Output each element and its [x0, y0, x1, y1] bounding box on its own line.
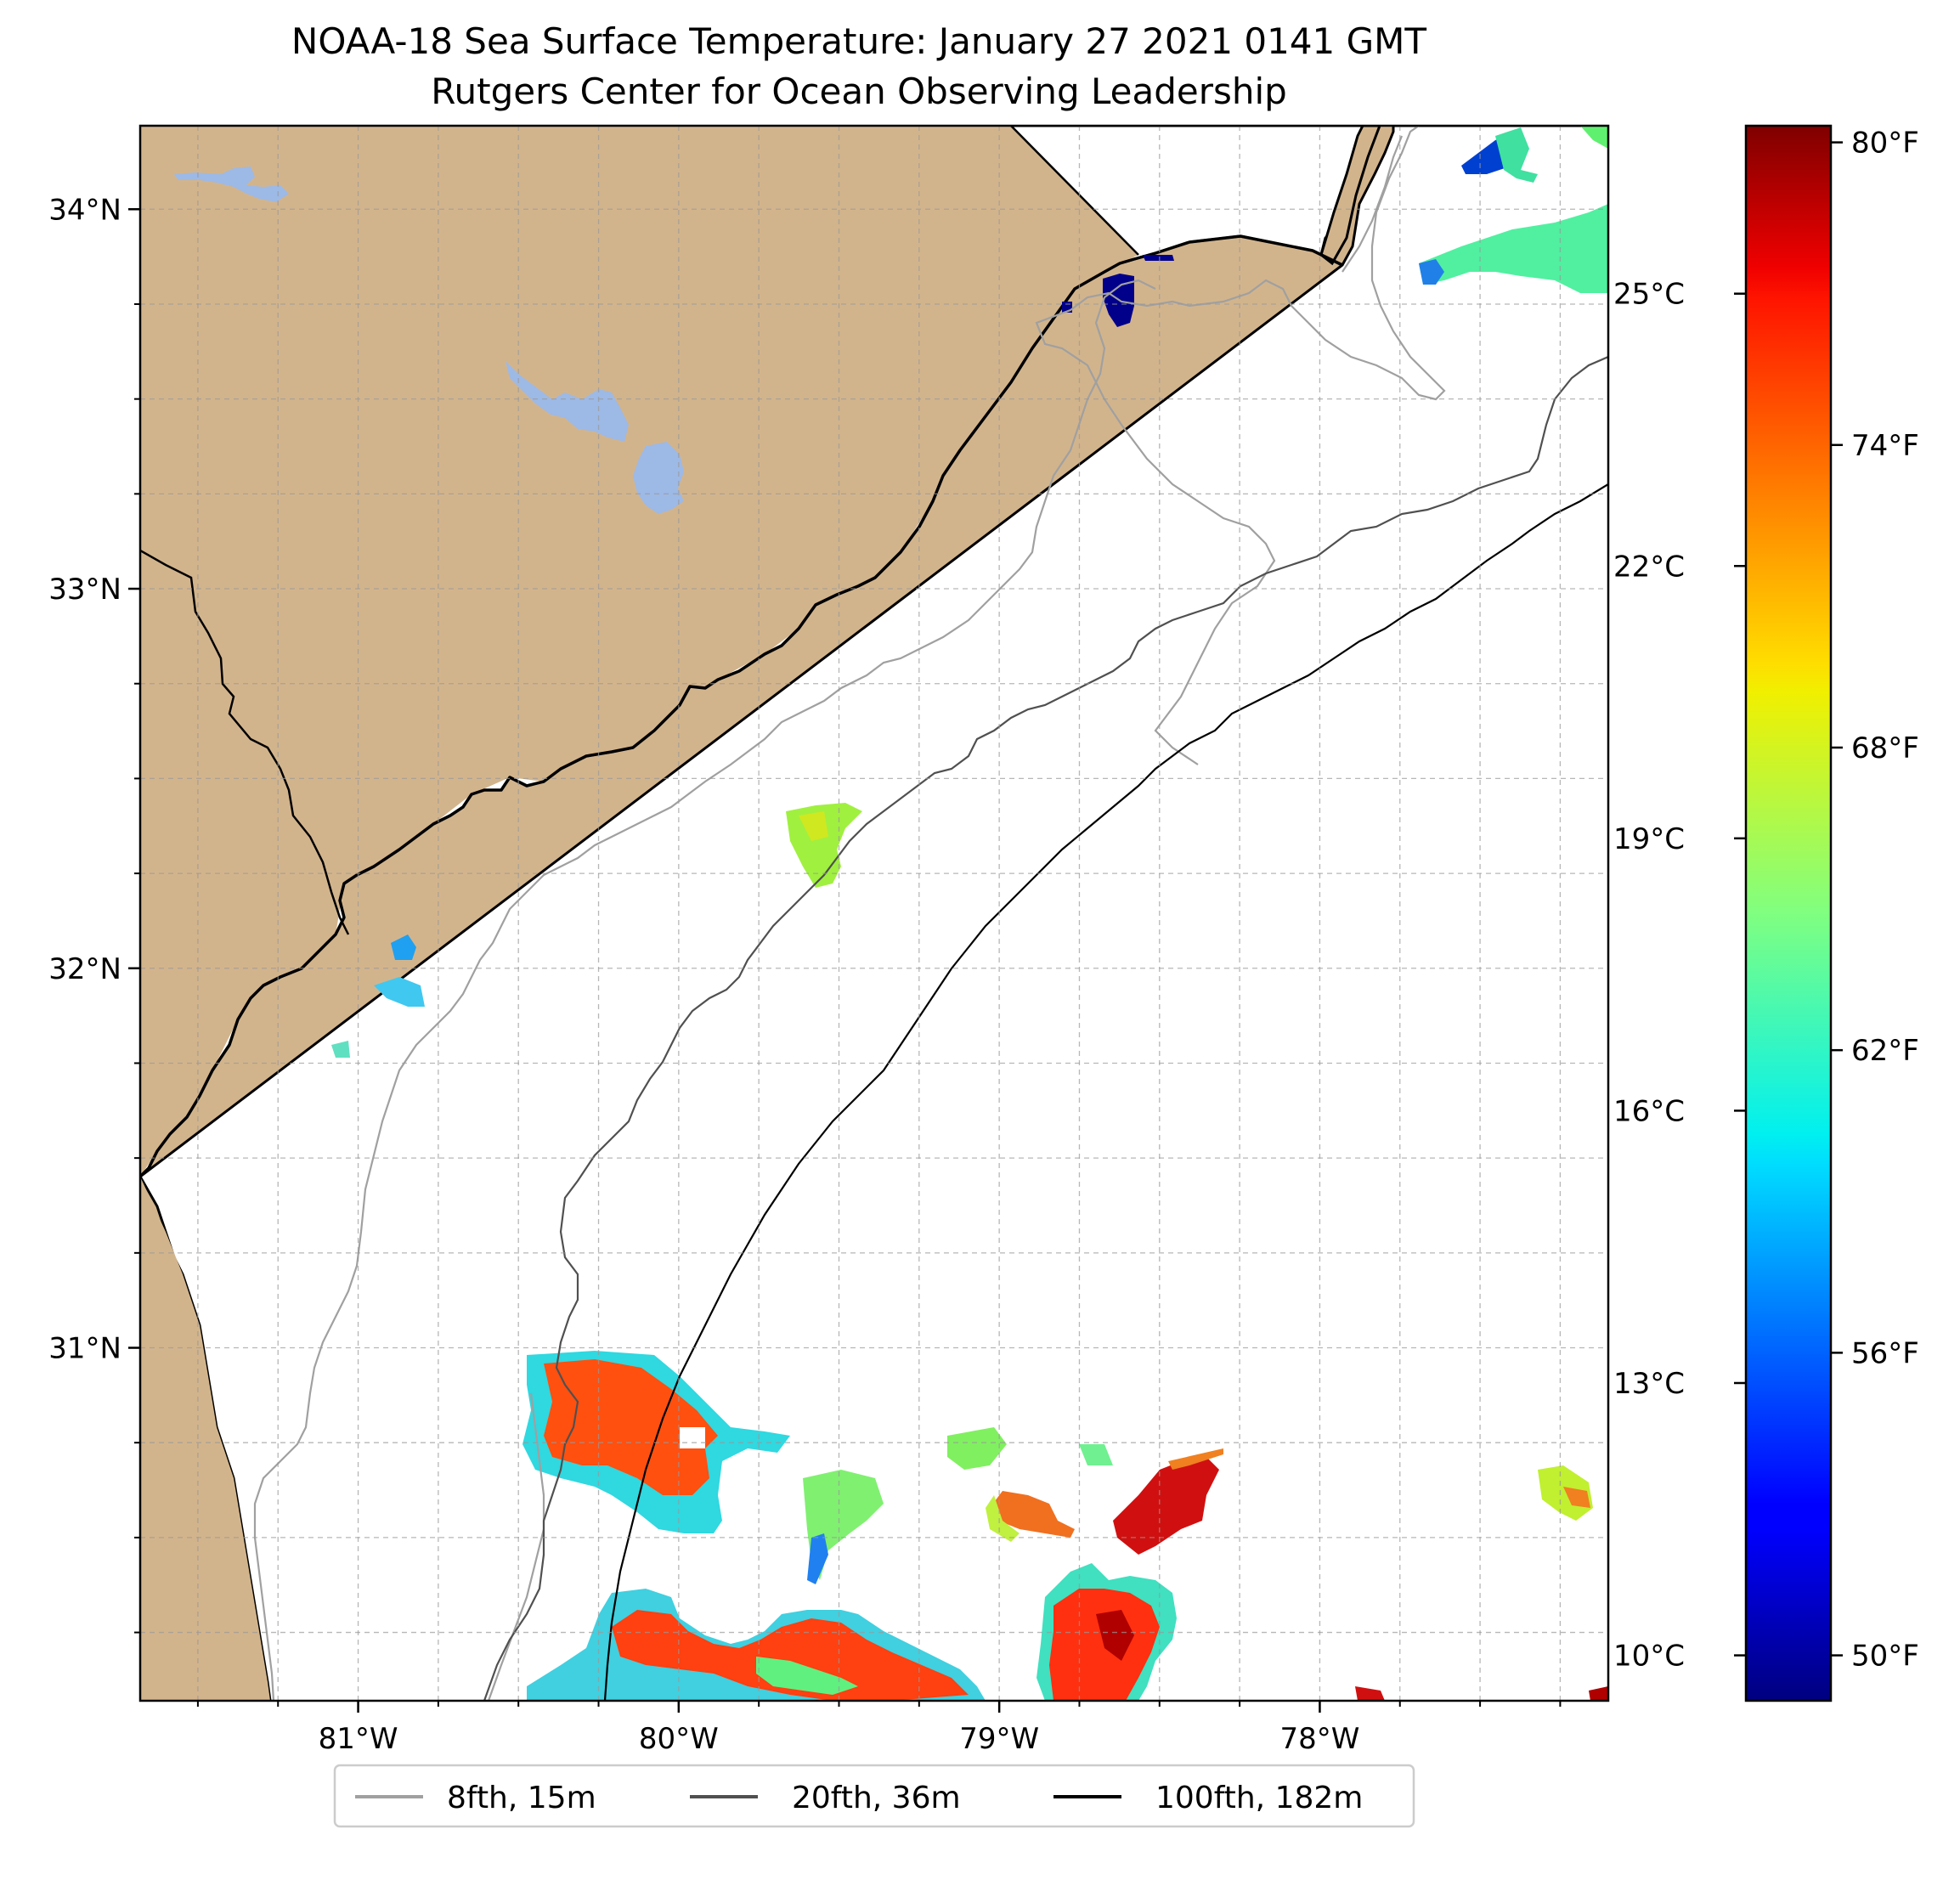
sst-patch-center-warm-halo [986, 1495, 1020, 1542]
lat-tick-label: 32°N [48, 952, 121, 986]
title-line-2: Rutgers Center for Ocean Observing Leade… [431, 71, 1287, 112]
sst-patch-center-dark [1113, 1457, 1219, 1555]
sst-patch-bottom-blue [807, 1533, 828, 1584]
lake-marion [506, 361, 629, 442]
colorbar-fahrenheit-label: 56°F [1851, 1336, 1919, 1370]
map-panel [140, 126, 1608, 1701]
sst-patch-cold-inlet-2 [1143, 255, 1174, 261]
sst-patch-coastal-2 [374, 977, 425, 1007]
colorbar-fahrenheit-ticks: 80°F 74°F 68°F 62°F 56°F 50°F [1831, 127, 1919, 1674]
sst-patch-bottom-cool [756, 1657, 858, 1695]
sst-patch-far-right-warm [1563, 1487, 1590, 1508]
colorbar: 25°C 22°C 19°C 16°C 13°C 10°C 80°F 74°F 68°F 62°… [1613, 124, 1919, 1702]
graticule [140, 126, 1608, 1701]
land-interior-south [140, 1177, 270, 1701]
sst-patch-ne-mid [1419, 204, 1608, 293]
colorbar-celsius-label: 19°C [1613, 822, 1685, 856]
colorbar-fahrenheit-label: 68°F [1851, 731, 1919, 765]
longitude-ticks: 81°W 80°W 79°W 78°W [196, 1701, 1562, 1756]
sst-patch-center-green [947, 1427, 1007, 1470]
sst-patch-bottom-core [612, 1610, 969, 1701]
colorbar-fahrenheit-label: 80°F [1851, 127, 1919, 161]
sst-patch-bottom-right-dark [1096, 1610, 1134, 1661]
sst-patch-warm-left-hole [680, 1427, 705, 1448]
colorbar-celsius-label: 13°C [1613, 1367, 1685, 1401]
sst-patch-center-warm [990, 1491, 1075, 1538]
colorbar-fahrenheit-label: 74°F [1851, 429, 1919, 463]
colorbar-fahrenheit-label: 62°F [1851, 1034, 1919, 1068]
sst-patch-mid-green-warm [799, 811, 828, 841]
sst-patch-bottom-red-2 [1589, 1686, 1608, 1701]
sst-patches [331, 126, 1608, 1701]
colorbar-celsius-label: 10°C [1613, 1640, 1685, 1674]
legend-label-8fth: 8fth, 15m [447, 1781, 596, 1815]
lake-moultrie [633, 442, 684, 514]
sst-patch-far-right [1538, 1465, 1593, 1521]
sst-patch-center-b [1079, 1444, 1113, 1465]
title-line-1: NOAA-18 Sea Surface Temperature: January… [291, 20, 1427, 62]
state-border-nc-sc [1010, 126, 1139, 256]
isobath-legend: 8fth, 15m 20fth, 36m 100fth, 182m [333, 1764, 1415, 1828]
colorbar-gradient [1744, 124, 1833, 1702]
latitude-ticks: 34°N 33°N 32°N 31°N [48, 193, 140, 1634]
isobath-20fth [483, 355, 1608, 1701]
sst-patch-ne-mid-cool [1419, 259, 1444, 285]
legend-frame [333, 1764, 1415, 1828]
isobath-8fth-shelf [487, 1392, 545, 1701]
sst-patch-coastal-3 [331, 1041, 350, 1058]
sst-patch-center-dark-edge [1168, 1448, 1223, 1470]
lat-tick-label: 34°N [48, 193, 121, 227]
sst-patch-warm-left-core [544, 1359, 718, 1495]
colorbar-celsius-label: 25°C [1613, 278, 1685, 312]
legend-label-100fth: 100fth, 182m [1155, 1781, 1363, 1815]
lon-tick-label: 80°W [639, 1722, 719, 1756]
sst-patch-ne-top-halo [1495, 127, 1538, 183]
sst-patch-bottom-red-1 [1355, 1686, 1385, 1701]
sst-patch-ne-corner [1580, 126, 1608, 149]
sst-patch-coastal-1 [391, 934, 416, 960]
lat-tick-label: 33°N [48, 573, 121, 607]
map-frame [138, 124, 1610, 1702]
lake-wateree [174, 167, 289, 202]
land-interior [140, 126, 1138, 1177]
lon-tick-label: 79°W [959, 1722, 1039, 1756]
lon-tick-label: 81°W [319, 1722, 398, 1756]
colorbar-celsius-ticks: 25°C 22°C 19°C 16°C 13°C 10°C [1613, 278, 1746, 1674]
land-nc-strip [1319, 126, 1381, 266]
state-border-sc-ga [140, 549, 350, 935]
colorbar-celsius-label: 16°C [1613, 1094, 1685, 1128]
legend-label-20fth: 20fth, 36m [792, 1781, 961, 1815]
lat-tick-label: 31°N [48, 1332, 121, 1366]
colorbar-celsius-label: 22°C [1613, 550, 1685, 584]
lon-tick-label: 78°W [1279, 1722, 1359, 1756]
colorbar-fahrenheit-label: 50°F [1851, 1640, 1919, 1674]
isobath-100fth [603, 483, 1608, 1701]
